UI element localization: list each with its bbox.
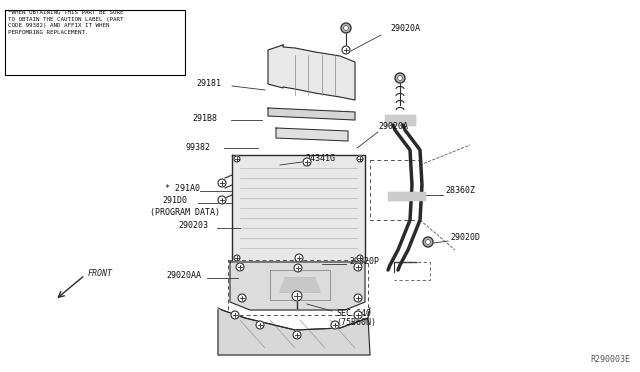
Circle shape (357, 255, 363, 261)
Polygon shape (232, 155, 365, 262)
Text: 29020AA: 29020AA (166, 270, 201, 279)
Text: SEC.640: SEC.640 (336, 308, 371, 317)
Circle shape (292, 291, 302, 301)
Circle shape (293, 331, 301, 339)
Circle shape (331, 321, 339, 329)
Text: R290003E: R290003E (590, 355, 630, 364)
Circle shape (357, 156, 363, 162)
Circle shape (238, 294, 246, 302)
Circle shape (354, 263, 362, 271)
Circle shape (236, 263, 244, 271)
Circle shape (295, 254, 303, 262)
Text: 291D0: 291D0 (162, 196, 187, 205)
Polygon shape (268, 108, 355, 120)
Text: * 291A0: * 291A0 (165, 183, 200, 192)
Circle shape (218, 196, 226, 204)
Circle shape (397, 76, 403, 80)
Text: (75B60N): (75B60N) (336, 318, 376, 327)
Circle shape (256, 321, 264, 329)
Text: 29020A: 29020A (390, 23, 420, 32)
Circle shape (395, 73, 405, 83)
Circle shape (344, 26, 349, 31)
Circle shape (423, 237, 433, 247)
Circle shape (354, 311, 362, 319)
Circle shape (294, 264, 302, 272)
Polygon shape (385, 115, 415, 125)
Bar (5, 10, 185, 75)
Polygon shape (218, 310, 370, 355)
Text: 24341G: 24341G (305, 154, 335, 163)
Text: (PROGRAM DATA): (PROGRAM DATA) (150, 208, 220, 217)
Text: 99382: 99382 (186, 142, 211, 151)
Circle shape (231, 311, 239, 319)
Text: 29020P: 29020P (349, 257, 379, 266)
Polygon shape (280, 278, 320, 292)
Text: 29020D: 29020D (450, 232, 480, 241)
Polygon shape (230, 262, 365, 310)
Circle shape (234, 156, 240, 162)
Text: 28360Z: 28360Z (445, 186, 475, 195)
Text: 29020A: 29020A (378, 122, 408, 131)
Circle shape (342, 46, 350, 54)
Circle shape (354, 294, 362, 302)
Text: *WHEN OBTAINING THIS PART BE SURE
TO OBTAIN THE CAUTION LABEL (PART
CODE 99382) : *WHEN OBTAINING THIS PART BE SURE TO OBT… (8, 10, 124, 35)
Text: 290203: 290203 (178, 221, 208, 230)
Polygon shape (276, 128, 348, 141)
Circle shape (218, 179, 226, 187)
Text: FRONT: FRONT (88, 269, 113, 278)
Circle shape (303, 158, 311, 166)
Circle shape (234, 255, 240, 261)
Circle shape (426, 240, 431, 244)
Polygon shape (388, 192, 425, 200)
Polygon shape (268, 45, 355, 100)
Text: 291B8: 291B8 (192, 113, 217, 122)
Text: 29181: 29181 (196, 78, 221, 87)
Circle shape (341, 23, 351, 33)
